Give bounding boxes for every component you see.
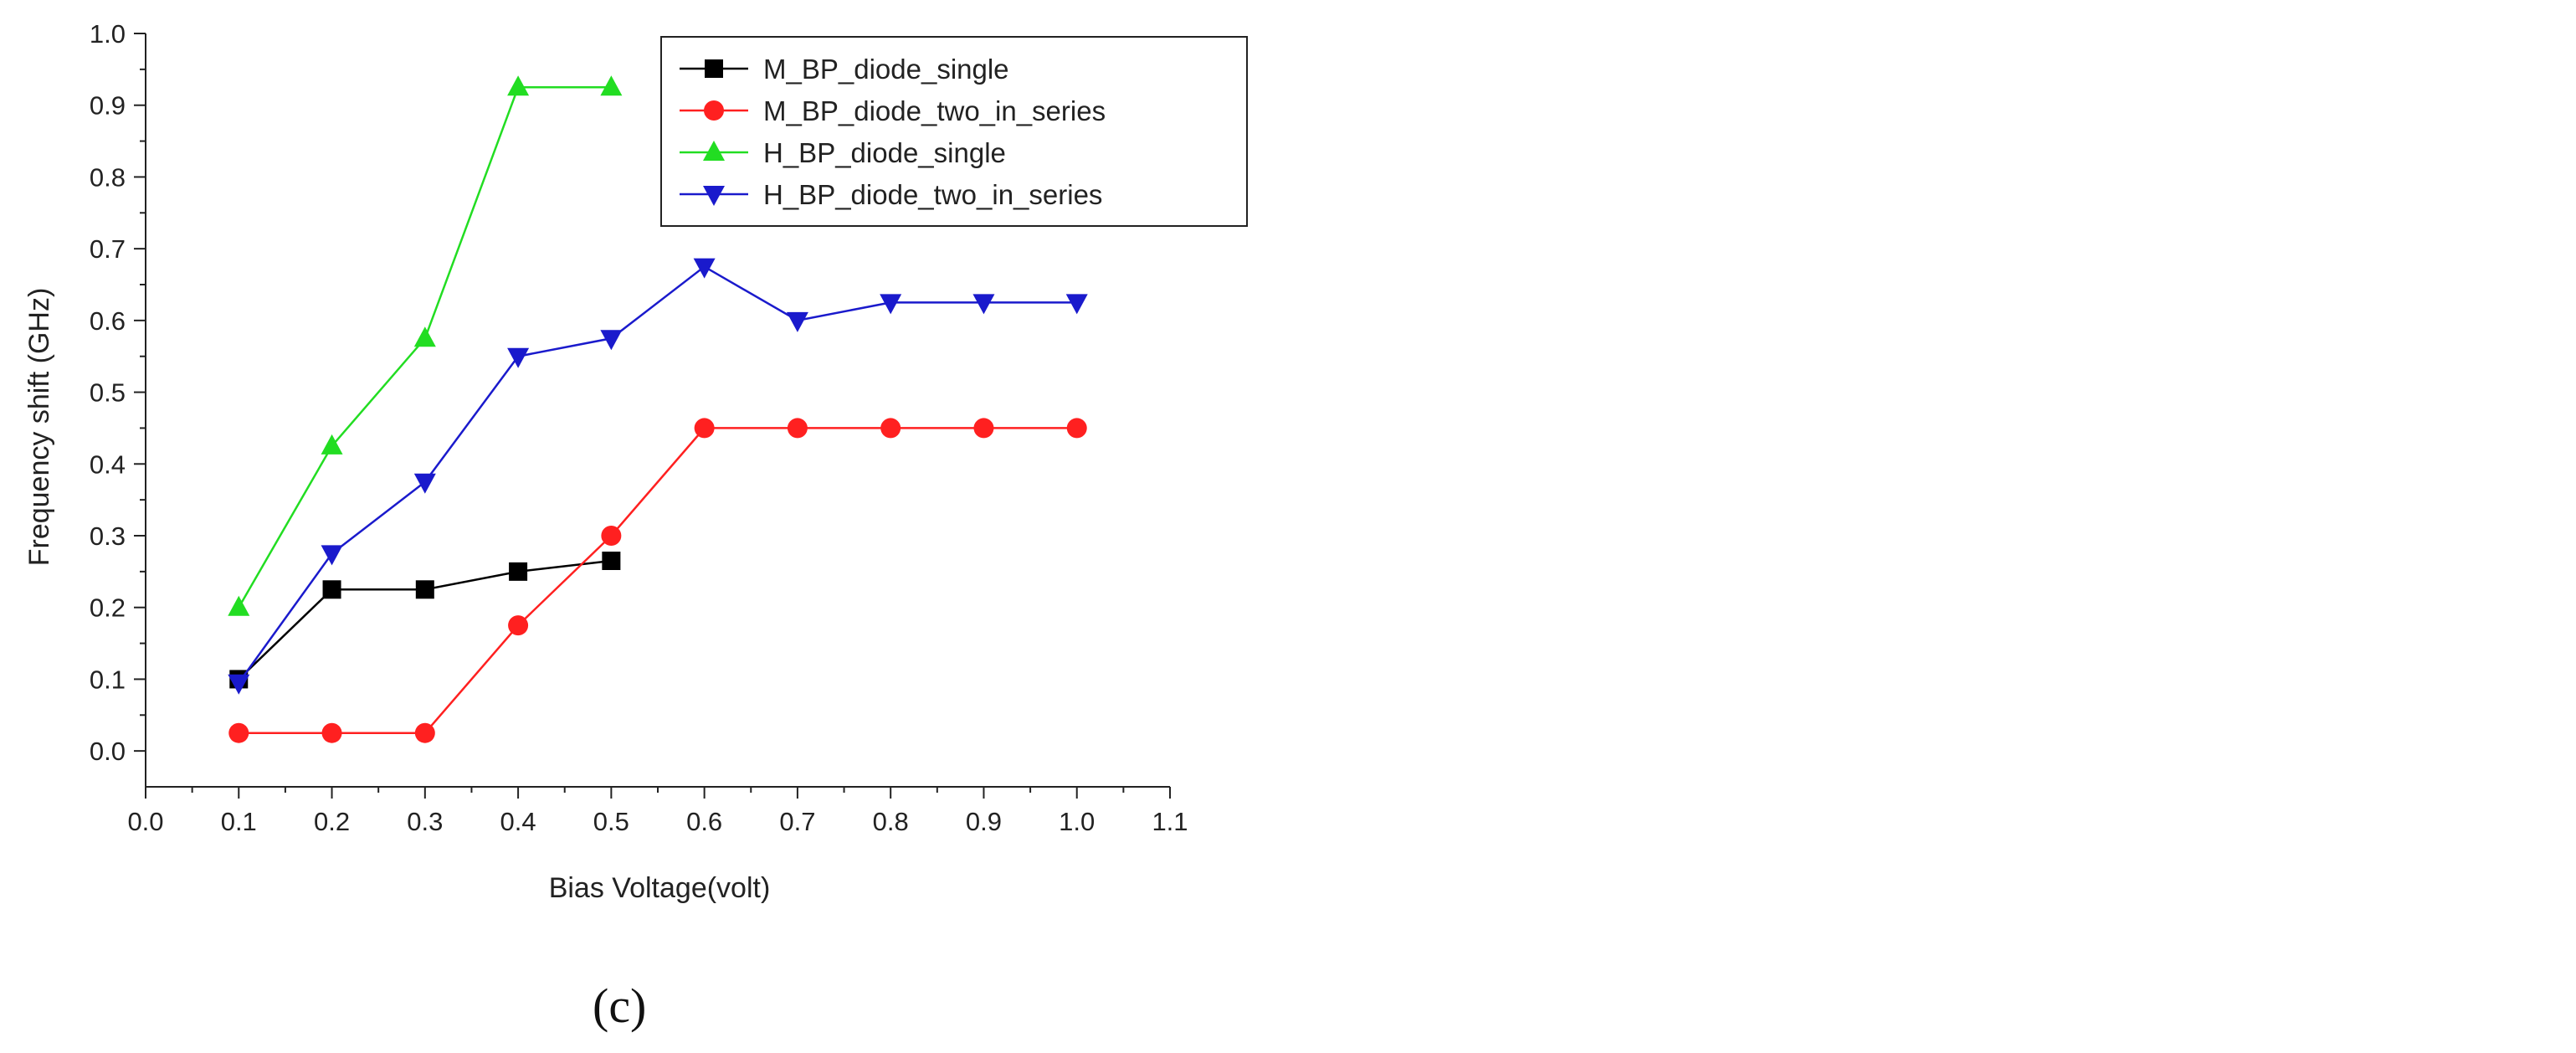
- y-tick-label: 0.6: [90, 306, 126, 336]
- legend-box: [660, 36, 1248, 227]
- y-tick-label: 1.0: [90, 19, 126, 49]
- x-tick-label: 0.5: [593, 807, 629, 836]
- data-point: [880, 418, 901, 439]
- legend-marker: [705, 59, 723, 78]
- series-line: [239, 427, 1077, 734]
- x-tick-label: 0.1: [221, 807, 257, 836]
- x-tick-label: 0.4: [500, 807, 536, 836]
- data-point: [694, 418, 715, 439]
- series-line: [238, 86, 612, 609]
- data-point: [508, 615, 529, 636]
- axes: 0.0 0.1 0.2 0.3 0.4 0.5 0.6 0.7 0.8 0.9 1.0 1.1 0.0 0…: [90, 19, 1188, 836]
- legend-label: M_BP_diode_two_in_series: [763, 95, 1106, 126]
- series-M_BP_diode_single: [229, 552, 621, 689]
- panel-label: (c): [593, 979, 647, 1033]
- data-point: [413, 473, 436, 494]
- data-point: [786, 311, 808, 332]
- data-point: [507, 75, 530, 96]
- data-point: [322, 580, 341, 599]
- data-point: [413, 326, 436, 347]
- series-line: [238, 265, 1077, 684]
- x-tick-label: 1.0: [1059, 807, 1095, 836]
- x-tick-label: 0.0: [127, 807, 163, 836]
- legend-marker: [703, 186, 725, 206]
- data-point: [693, 258, 716, 279]
- data-point: [509, 562, 528, 581]
- x-tick-label: 0.9: [966, 807, 1002, 836]
- data-point: [601, 526, 622, 546]
- x-tick-label: 0.3: [407, 807, 443, 836]
- data-point: [414, 722, 435, 743]
- y-tick-label: 0.5: [90, 378, 126, 408]
- data-point: [787, 418, 808, 439]
- y-tick-label: 0.0: [90, 737, 126, 766]
- x-tick-label: 0.8: [873, 807, 909, 836]
- data-point: [1066, 418, 1087, 439]
- series-H_BP_diode_two_in_series: [228, 258, 1088, 695]
- data-point: [321, 545, 343, 566]
- legend-marker: [703, 141, 725, 161]
- y-tick-label: 0.3: [90, 521, 126, 551]
- series-M_BP_diode_two_in_series: [228, 418, 1087, 743]
- y-tick-label: 0.4: [90, 449, 126, 479]
- data-point: [602, 552, 621, 570]
- series-line: [238, 559, 612, 681]
- legend-marker: [704, 100, 724, 121]
- data-point: [600, 75, 623, 96]
- data-point: [228, 595, 250, 616]
- x-tick-label: 1.1: [1152, 807, 1188, 836]
- data-point: [600, 330, 623, 351]
- series-H_BP_diode_single: [228, 75, 623, 616]
- data-point: [228, 722, 249, 743]
- data-point: [1065, 294, 1088, 315]
- y-tick-label: 0.8: [90, 162, 126, 192]
- x-tick-label: 0.2: [314, 807, 350, 836]
- y-tick-label: 0.2: [90, 593, 126, 623]
- legend-label: H_BP_diode_single: [763, 137, 1006, 168]
- y-tick-label: 0.7: [90, 234, 126, 264]
- y-axis-title: Frequency shift (GHz): [23, 288, 55, 567]
- x-tick-label: 0.6: [686, 807, 722, 836]
- legend-label: H_BP_diode_two_in_series: [763, 179, 1102, 210]
- y-tick-label: 0.9: [90, 91, 126, 121]
- data-point: [973, 418, 994, 439]
- data-point: [880, 294, 902, 315]
- y-tick-label: 0.1: [90, 665, 126, 694]
- data-point: [228, 674, 250, 695]
- x-axis-title: Bias Voltage(volt): [549, 872, 771, 904]
- data-point: [321, 434, 343, 455]
- data-point: [415, 580, 434, 599]
- legend: M_BP_diode_single M_BP_diode_two_in_serie…: [660, 36, 1248, 227]
- series-layer: [228, 75, 1088, 743]
- legend-label: M_BP_diode_single: [763, 54, 1009, 85]
- data-point: [507, 347, 530, 368]
- data-point: [321, 722, 342, 743]
- data-point: [972, 294, 995, 315]
- x-tick-label: 0.7: [779, 807, 815, 836]
